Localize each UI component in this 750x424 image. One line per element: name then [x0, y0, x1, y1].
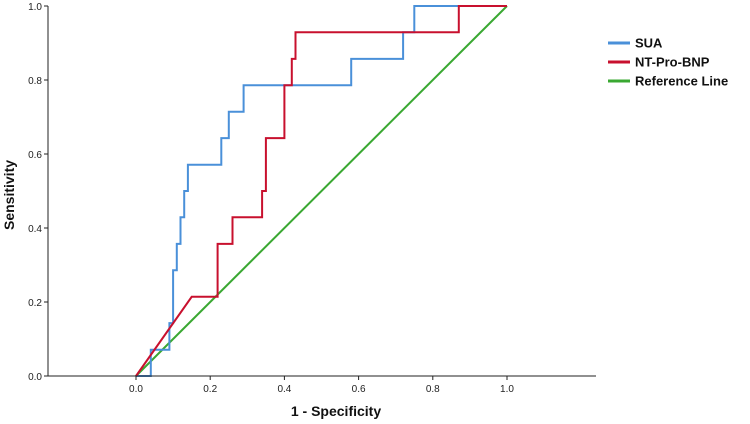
- axes-layer: [47, 6, 596, 377]
- series-line-nt-pro-bnp: [135, 5, 507, 377]
- series-line-sua: [136, 5, 507, 377]
- legend-label: SUA: [635, 36, 663, 51]
- y-tick-label: 0.0: [28, 372, 42, 383]
- y-tick-label: 0.4: [28, 224, 42, 235]
- x-tick-label: 0.4: [277, 384, 291, 395]
- x-tick-label: 0.6: [352, 384, 366, 395]
- y-tick-label: 1.0: [28, 2, 42, 13]
- legend: SUA NT-Pro-BNP Reference Line: [608, 36, 728, 89]
- legend-label: Reference Line: [635, 74, 728, 89]
- x-axis-title: 1 - Specificity: [291, 403, 381, 419]
- x-tick-label: 0.0: [129, 384, 143, 395]
- x-tick-label: 0.2: [203, 384, 217, 395]
- y-axis-title: Sensitivity: [1, 160, 17, 230]
- legend-label: NT-Pro-BNP: [635, 55, 710, 70]
- x-tick-label: 1.0: [500, 384, 514, 395]
- x-tick-label: 0.8: [426, 384, 440, 395]
- y-tick-label: 0.6: [28, 150, 42, 161]
- tick-layer: 0.0 0.2 0.4 0.6 0.8 1.0 0.0 0.2 0.4 0.6 0.8 1.0: [28, 2, 514, 395]
- y-tick-label: 0.2: [28, 298, 42, 309]
- series-line-reference-line: [135, 5, 508, 377]
- series-layer: [135, 5, 508, 377]
- y-tick-label: 0.8: [28, 76, 42, 87]
